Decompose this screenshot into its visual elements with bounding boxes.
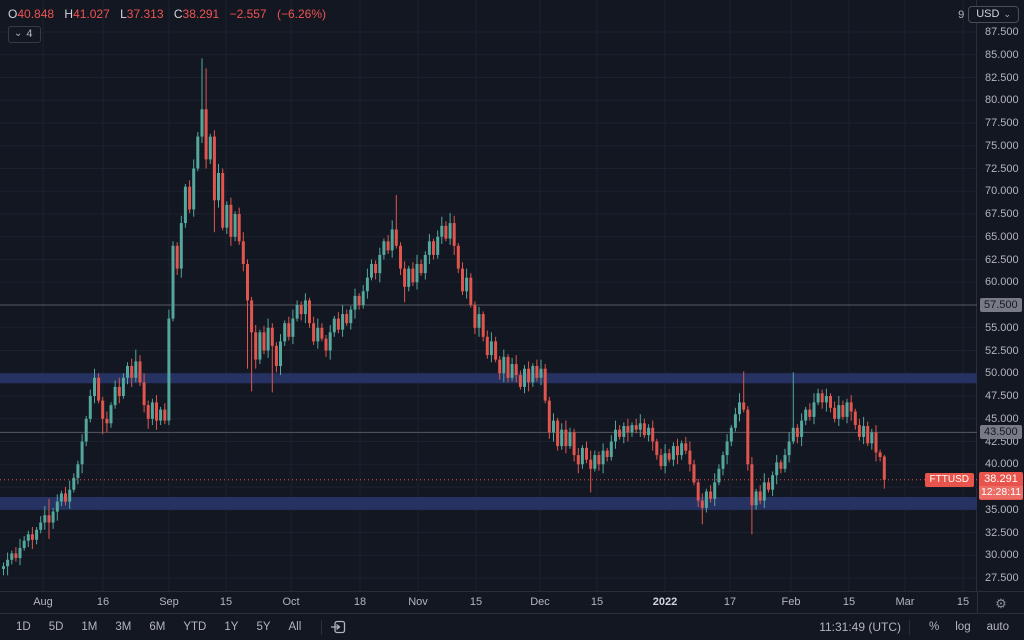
open-key: O [8, 7, 18, 21]
last-price-value: 38.291 [984, 472, 1018, 485]
currency-label: USD [976, 8, 1000, 20]
bottom-toolbar: 1D 5D 1M 3M 6M YTD 1Y 5Y All 11:31:49 (U… [0, 613, 1024, 640]
low-key: L [120, 7, 127, 21]
price-tick: 70.000 [985, 185, 1019, 198]
time-axis[interactable]: ⚙ Aug 16 Sep 15 Oct 18 Nov 15 Dec 15 2022 17 Feb 15 Ma… [0, 591, 1024, 614]
chart-canvas[interactable]: O40.848 H41.027 L37.313 C38.291 −2.557 (… [0, 0, 977, 591]
axis-settings-corner: ⚙ [977, 592, 1024, 614]
high-value: 41.027 [73, 7, 110, 21]
time-tick: 18 [353, 596, 367, 608]
high-key: H [64, 7, 74, 21]
price-tick: 87.500 [985, 26, 1019, 38]
go-to-date-icon[interactable] [330, 620, 346, 634]
time-tick: 15 [219, 596, 233, 608]
auto-scale-button[interactable]: auto [986, 621, 1009, 633]
chevron-down-icon: ⌄ [1003, 8, 1011, 19]
unit-prefix: 9 [958, 8, 965, 21]
time-tick: 15 [842, 596, 856, 608]
time-tick: 17 [723, 596, 737, 608]
candles-layer [2, 58, 886, 576]
time-tick: Oct [282, 596, 300, 608]
price-axis[interactable]: 38.291 12:28:11 87.500 85.000 82.500 80.000… [978, 0, 1024, 591]
time-tick: Sep [159, 596, 179, 608]
price-tick: 52.500 [985, 344, 1019, 357]
range-button-6m[interactable]: 6M [149, 621, 166, 633]
drawings-count: 4 [26, 28, 33, 40]
price-tick: 82.500 [985, 71, 1019, 84]
price-tick: 40.000 [985, 458, 1019, 471]
range-button-all[interactable]: All [288, 621, 302, 633]
price-tick: 45.000 [985, 412, 1019, 425]
price-tick: 60.000 [985, 276, 1019, 289]
price-tick: 67.500 [985, 208, 1019, 220]
time-tick: Mar [895, 596, 915, 608]
toolbar-divider [321, 619, 323, 635]
time-tick: 2022 [652, 596, 678, 608]
time-tick: 15 [590, 596, 604, 608]
last-price-label: 38.291 12:28:11 [979, 471, 1023, 500]
price-tick: 65.000 [985, 230, 1019, 243]
gear-icon[interactable]: ⚙ [995, 595, 1007, 611]
range-button-3m[interactable]: 3M [115, 621, 132, 633]
price-tick: 50.000 [985, 367, 1019, 380]
time-tick: 15 [956, 596, 970, 608]
range-button-ytd[interactable]: YTD [183, 621, 207, 633]
range-button-5y[interactable]: 5Y [256, 621, 271, 633]
time-tick: Feb [781, 596, 801, 608]
price-tick: 30.000 [985, 549, 1019, 562]
range-button-1y[interactable]: 1Y [224, 621, 239, 633]
price-tick: 47.500 [985, 390, 1019, 402]
price-tick: 55.000 [985, 321, 1019, 334]
currency-dropdown[interactable]: USD ⌄ [968, 6, 1019, 23]
time-tick: Aug [33, 596, 53, 608]
price-tick: 62.500 [985, 253, 1019, 266]
time-tick: Nov [408, 596, 428, 608]
price-tick: 32.500 [985, 526, 1019, 539]
time-tick: 15 [469, 596, 483, 608]
change-percent: (−6.26%) [276, 7, 326, 21]
time-tick: Dec [530, 596, 550, 608]
low-value: 37.313 [126, 7, 164, 21]
close-value: 38.291 [182, 7, 220, 21]
range-button-5d[interactable]: 5D [48, 621, 64, 633]
change-value: −2.557 [229, 7, 267, 21]
price-tick: 77.500 [985, 117, 1019, 129]
range-button-1m[interactable]: 1M [81, 621, 98, 633]
price-tick: 75.000 [985, 139, 1019, 152]
close-key: C [173, 7, 183, 21]
drawings-collapse-badge[interactable]: ⌄ 4 [8, 26, 41, 43]
open-value: 40.848 [17, 7, 55, 21]
price-tick: 35.000 [985, 503, 1019, 516]
candle-countdown: 12:28:11 [979, 485, 1023, 499]
ohlc-legend: O40.848 H41.027 L37.313 C38.291 −2.557 (… [8, 7, 326, 21]
toolbar-divider [909, 619, 911, 635]
unit-selector: 9 USD ⌄ [958, 6, 1019, 23]
chevron-down-icon: ⌄ [14, 28, 23, 39]
clock[interactable]: 11:31:49 (UTC) [819, 620, 902, 634]
price-tick: 85.000 [985, 48, 1019, 61]
price-tick: 27.500 [985, 572, 1019, 584]
price-tick: 72.500 [985, 162, 1019, 175]
range-button-1d[interactable]: 1D [16, 621, 31, 633]
drawing-price-label: 57.500 [980, 298, 1022, 312]
symbol-price-tag: FTTUSD [924, 472, 974, 487]
candlestick-chart[interactable] [0, 0, 977, 591]
drawing-price-label: 43.500 [980, 425, 1022, 440]
percent-scale-button[interactable]: % [929, 621, 940, 633]
price-tick: 80.000 [985, 94, 1019, 107]
log-scale-button[interactable]: log [955, 621, 971, 633]
time-tick: 16 [96, 596, 110, 608]
